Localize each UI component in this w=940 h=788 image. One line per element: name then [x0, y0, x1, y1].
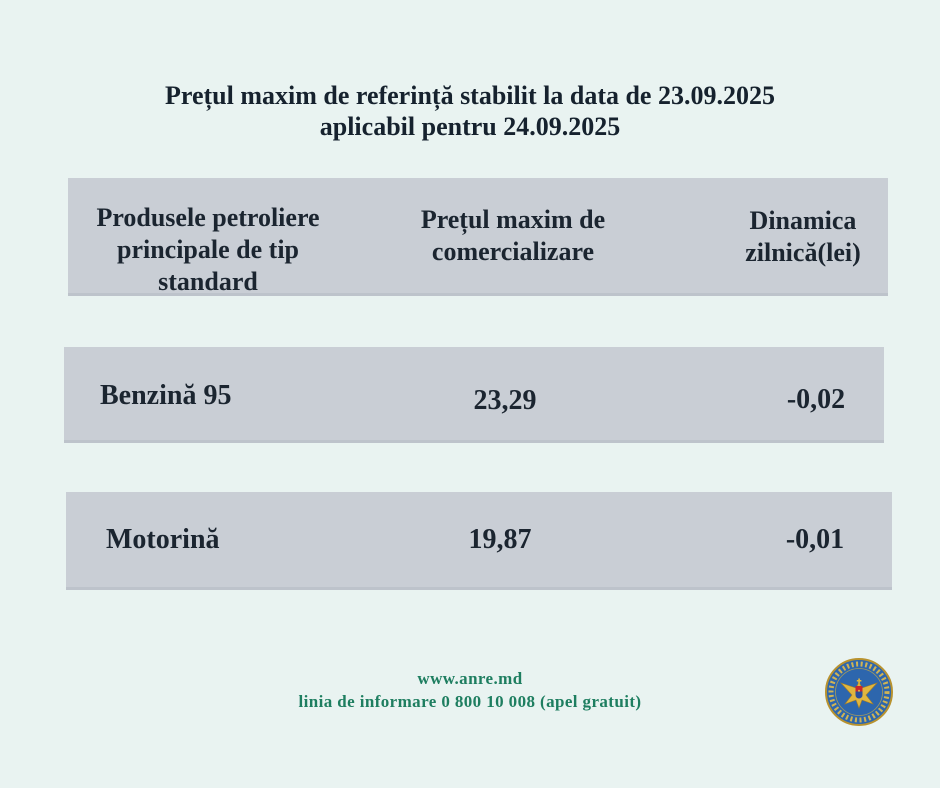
- cell-price-benzina: 23,29: [473, 385, 537, 416]
- footer: www.anre.md linia de informare 0 800 10 …: [0, 667, 940, 713]
- moldova-emblem-seal-svg: [825, 658, 893, 726]
- footer-website: www.anre.md: [417, 669, 523, 688]
- page-title: Prețul maxim de referință stabilit la da…: [0, 80, 940, 142]
- cell-product-motorina: Motorină: [106, 524, 220, 555]
- cell-product-benzina: Benzină 95: [100, 380, 232, 411]
- cell-change-benzina: -0,02: [786, 384, 846, 415]
- cell-price-motorina: 19,87: [468, 524, 532, 555]
- table-header-band: [68, 178, 888, 296]
- cell-change-motorina: -0,01: [785, 524, 845, 555]
- table-row-band-benzina: [64, 347, 884, 443]
- header-cell-max-price: Prețul maxim de comercializare: [420, 205, 606, 266]
- header-cell-product: Produsele petroliere principale de tip s…: [96, 203, 320, 296]
- header-cell-daily-change: Dinamica zilnică(lei): [745, 206, 861, 267]
- page-title-line2: aplicabil pentru 24.09.2025: [319, 112, 621, 141]
- footer-info-line: linia de informare 0 800 10 008 (apel gr…: [298, 692, 642, 711]
- moldova-emblem-seal-icon: [824, 657, 894, 727]
- page-title-line1: Prețul maxim de referință stabilit la da…: [165, 81, 775, 110]
- table-row-band-motorina: [66, 492, 892, 590]
